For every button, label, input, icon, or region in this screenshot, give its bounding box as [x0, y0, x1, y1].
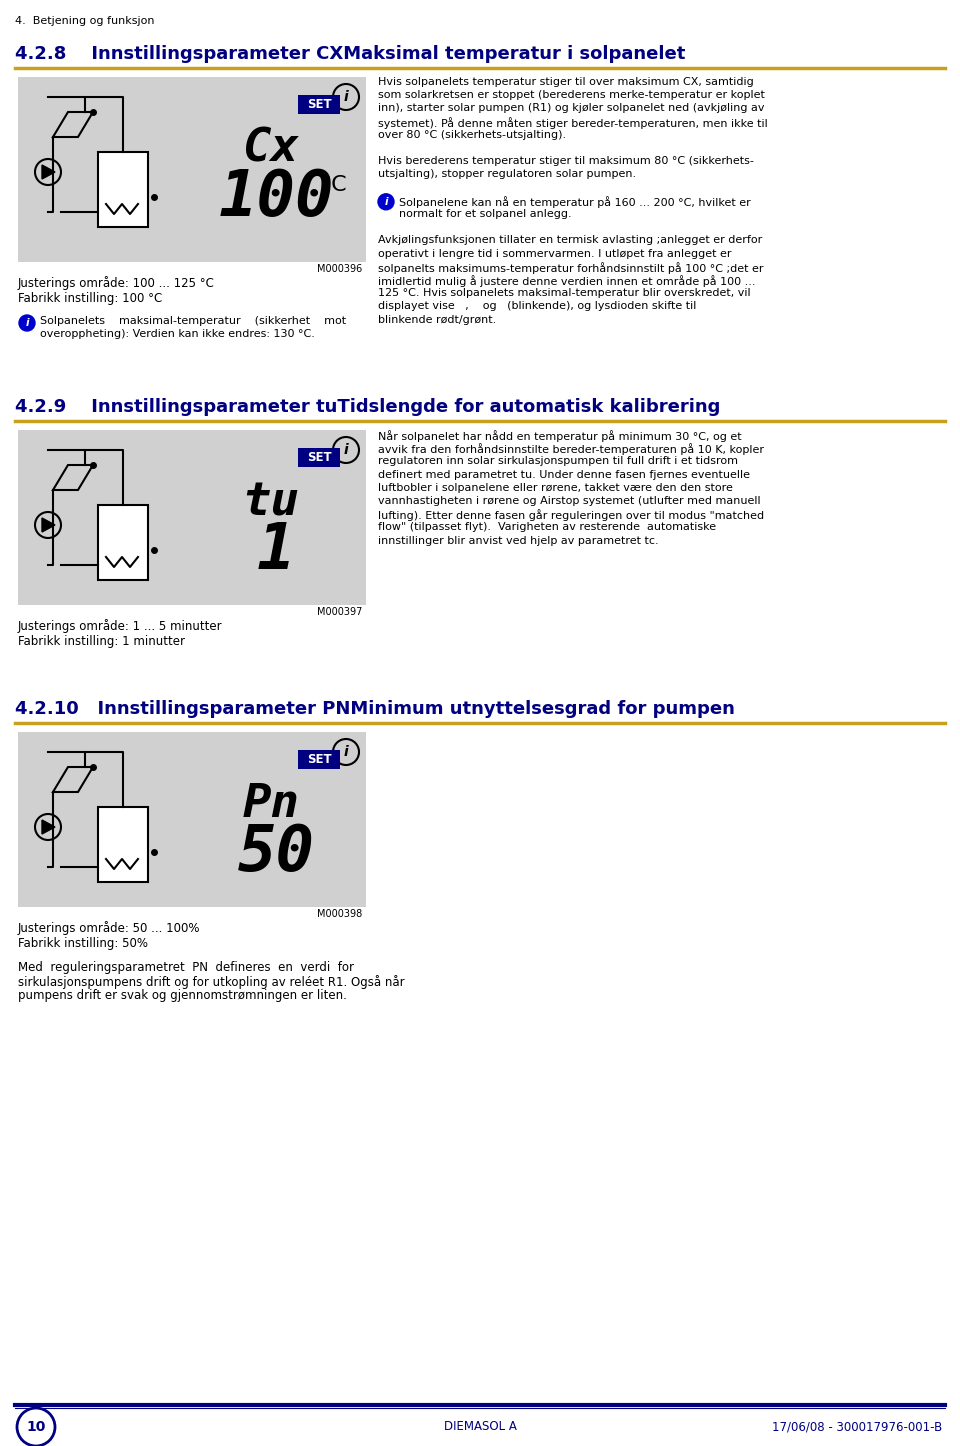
- Text: blinkende rødt/grønt.: blinkende rødt/grønt.: [378, 315, 496, 324]
- Text: SET: SET: [306, 98, 331, 111]
- Text: operativt i lengre tid i sommervarmen. I utløpet fra anlegget er: operativt i lengre tid i sommervarmen. I…: [378, 249, 732, 259]
- Text: °C: °C: [321, 175, 348, 195]
- Text: M000398: M000398: [317, 910, 362, 920]
- Polygon shape: [42, 165, 55, 179]
- Circle shape: [19, 315, 35, 331]
- Text: lufting). Etter denne fasen går reguleringen over til modus "matched: lufting). Etter denne fasen går reguleri…: [378, 509, 764, 521]
- Text: sirkulasjonspumpens drift og for utkopling av reléet R1. Også når: sirkulasjonspumpens drift og for utkopli…: [18, 975, 404, 989]
- Text: utsjalting), stopper regulatoren solar pumpen.: utsjalting), stopper regulatoren solar p…: [378, 169, 636, 179]
- Text: systemet). På denne måten stiger bereder-temperaturen, men ikke til: systemet). På denne måten stiger bereder…: [378, 117, 768, 129]
- Text: Fabrikk instilling: 1 minutter: Fabrikk instilling: 1 minutter: [18, 635, 185, 648]
- Text: SET: SET: [306, 753, 331, 766]
- Text: Solpanelene kan nå en temperatur på 160 ... 200 °C, hvilket er: Solpanelene kan nå en temperatur på 160 …: [399, 195, 751, 208]
- Text: Avkjølingsfunksjonen tillater en termisk avlasting ;anlegget er derfor: Avkjølingsfunksjonen tillater en termisk…: [378, 236, 762, 246]
- Text: tu: tu: [243, 480, 300, 525]
- Bar: [18, 77, 366, 262]
- Bar: [98, 505, 148, 580]
- Text: regulatoren inn solar sirkulasjonspumpen til full drift i et tidsrom: regulatoren inn solar sirkulasjonspumpen…: [378, 457, 738, 467]
- Text: 50: 50: [237, 821, 315, 884]
- Text: i: i: [344, 90, 348, 104]
- Text: 125 °C. Hvis solpanelets maksimal-temperatur blir overskredet, vil: 125 °C. Hvis solpanelets maksimal-temper…: [378, 288, 751, 298]
- Text: vannhastigheten i rørene og Airstop systemet (utlufter med manuell: vannhastigheten i rørene og Airstop syst…: [378, 496, 760, 506]
- Polygon shape: [42, 518, 55, 532]
- Text: luftbobler i solpanelene eller rørene, takket være den den store: luftbobler i solpanelene eller rørene, t…: [378, 483, 732, 493]
- Text: innstillinger blir anvist ved hjelp av parametret tc.: innstillinger blir anvist ved hjelp av p…: [378, 535, 659, 545]
- Text: avvik fra den forhåndsinnstilte bereder-temperaturen på 10 K, kopler: avvik fra den forhåndsinnstilte bereder-…: [378, 444, 764, 455]
- Text: M000397: M000397: [317, 607, 362, 617]
- Circle shape: [378, 194, 394, 210]
- Text: 10: 10: [26, 1420, 46, 1434]
- Polygon shape: [42, 820, 55, 834]
- Text: Hvis berederens temperatur stiger til maksimum 80 °C (sikkerhets-: Hvis berederens temperatur stiger til ma…: [378, 156, 754, 166]
- Text: flow" (tilpasset flyt).  Varigheten av resterende  automatiske: flow" (tilpasset flyt). Varigheten av re…: [378, 522, 716, 532]
- Text: i: i: [25, 318, 29, 328]
- Text: imidlertid mulig å justere denne verdien innen et område på 100 ...: imidlertid mulig å justere denne verdien…: [378, 275, 756, 286]
- Text: Justerings område: 1 ... 5 minutter: Justerings område: 1 ... 5 minutter: [18, 619, 223, 633]
- Text: Fabrikk instilling: 100 °C: Fabrikk instilling: 100 °C: [18, 292, 162, 305]
- Text: pumpens drift er svak og gjennomstrømningen er liten.: pumpens drift er svak og gjennomstrømnin…: [18, 989, 347, 1002]
- Text: i: i: [344, 745, 348, 759]
- Text: displayet vise   ,    og   (blinkende), og lysdioden skifte til: displayet vise , og (blinkende), og lysd…: [378, 301, 696, 311]
- Bar: [298, 750, 340, 769]
- Text: overoppheting): Verdien kan ikke endres: 130 °C.: overoppheting): Verdien kan ikke endres:…: [40, 330, 315, 338]
- Text: 1: 1: [256, 521, 296, 581]
- Bar: [298, 95, 340, 114]
- Text: Hvis solpanelets temperatur stiger til over maksimum CX, samtidig: Hvis solpanelets temperatur stiger til o…: [378, 77, 754, 87]
- Text: inn), starter solar pumpen (R1) og kjøler solpanelet ned (avkjøling av: inn), starter solar pumpen (R1) og kjøle…: [378, 104, 764, 113]
- Text: Pn: Pn: [243, 782, 300, 827]
- Text: 4.  Betjening og funksjon: 4. Betjening og funksjon: [15, 16, 155, 26]
- Bar: [18, 732, 366, 907]
- Text: Cx: Cx: [243, 127, 300, 172]
- Text: over 80 °C (sikkerhets-utsjalting).: over 80 °C (sikkerhets-utsjalting).: [378, 130, 566, 140]
- Text: i: i: [384, 197, 388, 207]
- Text: solpanelts maksimums-temperatur forhåndsinnstilt på 100 °C ;det er: solpanelts maksimums-temperatur forhånds…: [378, 262, 763, 273]
- Text: Med  reguleringsparametret  PN  defineres  en  verdi  for: Med reguleringsparametret PN defineres e…: [18, 962, 354, 975]
- Text: i: i: [344, 442, 348, 457]
- Bar: [98, 152, 148, 227]
- Text: normalt for et solpanel anlegg.: normalt for et solpanel anlegg.: [399, 210, 571, 218]
- Text: M000396: M000396: [317, 265, 362, 273]
- Text: 17/06/08 - 300017976-001-B: 17/06/08 - 300017976-001-B: [772, 1420, 942, 1433]
- Text: 100: 100: [218, 166, 334, 228]
- Text: som solarkretsen er stoppet (berederens merke-temperatur er koplet: som solarkretsen er stoppet (berederens …: [378, 90, 765, 100]
- Text: Justerings område: 100 ... 125 °C: Justerings område: 100 ... 125 °C: [18, 276, 215, 291]
- Text: 4.2.10   Innstillingsparameter PNMinimum utnyttelsesgrad for pumpen: 4.2.10 Innstillingsparameter PNMinimum u…: [15, 700, 734, 719]
- Text: Fabrikk instilling: 50%: Fabrikk instilling: 50%: [18, 937, 148, 950]
- Text: Justerings område: 50 ... 100%: Justerings område: 50 ... 100%: [18, 921, 201, 936]
- Bar: [298, 448, 340, 467]
- Bar: [18, 429, 366, 604]
- Text: 4.2.8    Innstillingsparameter CXMaksimal temperatur i solpanelet: 4.2.8 Innstillingsparameter CXMaksimal t…: [15, 45, 685, 64]
- Bar: [98, 807, 148, 882]
- Text: SET: SET: [306, 451, 331, 464]
- Text: 4.2.9    Innstillingsparameter tuTidslengde for automatisk kalibrering: 4.2.9 Innstillingsparameter tuTidslengde…: [15, 398, 720, 416]
- Text: Solpanelets    maksimal-temperatur    (sikkerhet    mot: Solpanelets maksimal-temperatur (sikkerh…: [40, 317, 347, 325]
- Text: definert med parametret tu. Under denne fasen fjernes eventuelle: definert med parametret tu. Under denne …: [378, 470, 750, 480]
- Text: DIEMASOL A: DIEMASOL A: [444, 1420, 516, 1433]
- Text: Når solpanelet har nådd en temperatur på minimum 30 °C, og et: Når solpanelet har nådd en temperatur på…: [378, 429, 742, 442]
